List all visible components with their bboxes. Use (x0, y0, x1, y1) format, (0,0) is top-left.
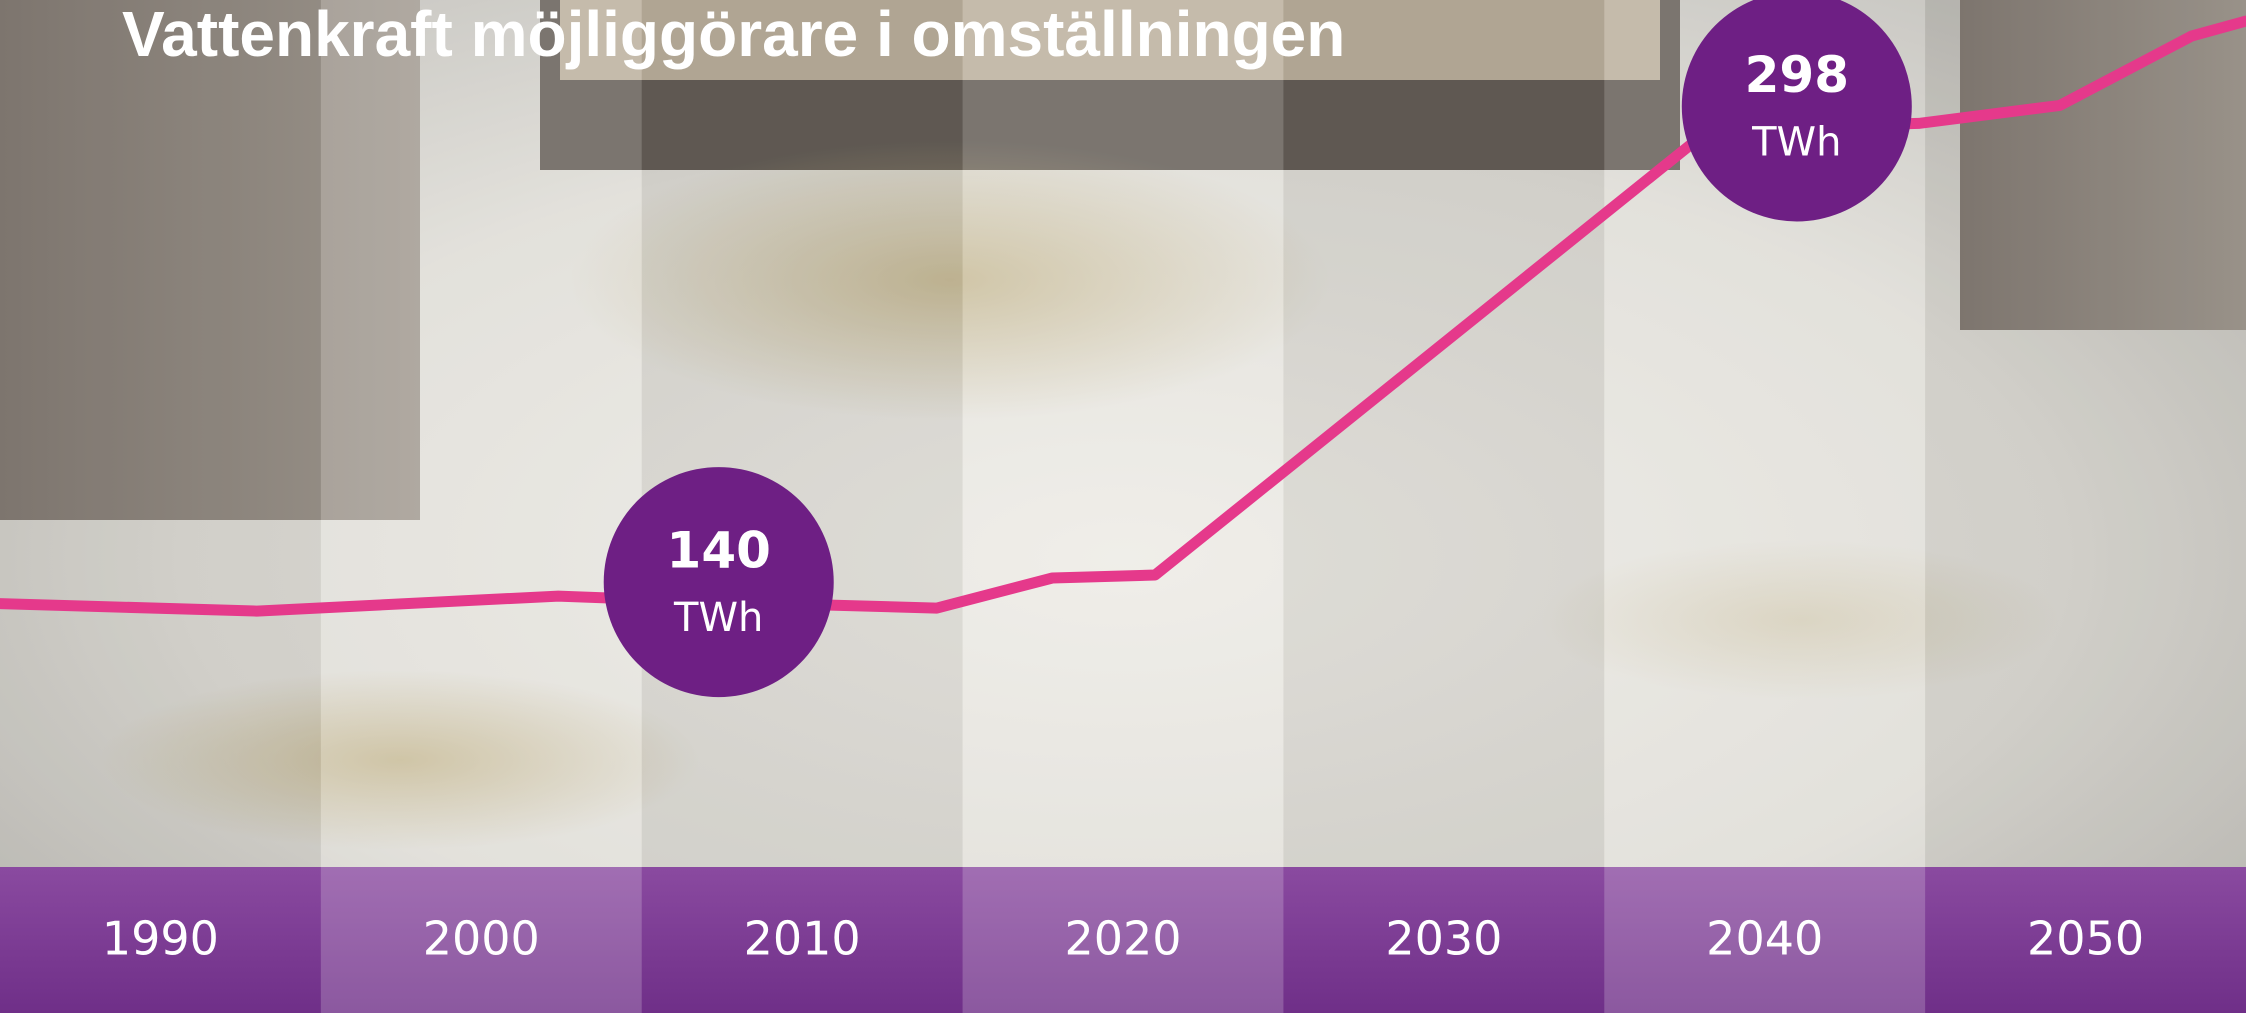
x-tick-label: 2010 (744, 912, 861, 966)
band-dark (0, 0, 321, 867)
bubble (1682, 0, 1912, 221)
bubble-value: 140 (667, 522, 771, 580)
x-tick-label: 2050 (2027, 912, 2144, 966)
bubble-unit: TWh (1751, 119, 1841, 165)
x-tick-label: 2030 (1385, 912, 1502, 966)
bubble (604, 467, 834, 697)
band-dark (1925, 0, 2246, 867)
page: 1990 2000 2010 2020 2030 2040 2050 140 TWh 298 TWh… (0, 0, 2246, 1013)
x-tick-label: 2000 (423, 912, 540, 966)
value-bubble: 298 TWh (1682, 0, 1912, 221)
chart-title: Vattenkraft möjliggörare i omställningen (122, 0, 1345, 70)
band-light (321, 0, 642, 1013)
x-tick-label: 2040 (1706, 912, 1823, 966)
value-bubble: 140 TWh (604, 467, 834, 697)
x-tick-label: 2020 (1064, 912, 1181, 966)
column-bands (0, 0, 2246, 1013)
band-dark (642, 0, 963, 867)
x-tick-label: 1990 (102, 912, 219, 966)
chart: 1990 2000 2010 2020 2030 2040 2050 140 TWh 298 TWh… (0, 0, 2246, 1013)
bubble-unit: TWh (673, 595, 763, 641)
bubble-value: 298 (1745, 46, 1849, 104)
